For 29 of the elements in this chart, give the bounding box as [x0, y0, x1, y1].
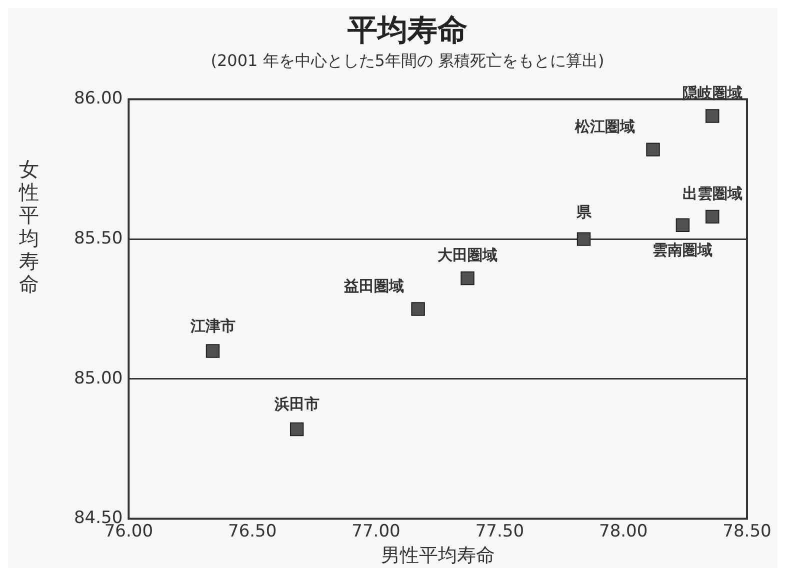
annotation: 大田圏域: [438, 246, 498, 264]
annotation: 雲南圏域: [652, 240, 713, 259]
annotation: 松江圏域: [574, 117, 636, 136]
annotation: 浜田市: [273, 395, 320, 414]
y-tick-label: 85.50: [74, 228, 123, 248]
point: [206, 344, 220, 358]
y-axis-title: 女性平均寿命: [18, 157, 40, 296]
point: [676, 218, 690, 232]
y-tick-label: 86.00: [74, 88, 123, 109]
x-tick-label: 78.50: [722, 521, 772, 542]
point: [460, 271, 474, 286]
point: [706, 210, 720, 224]
x-tick-label: 77.00: [352, 521, 400, 542]
annotation: 江津市: [189, 316, 236, 335]
x-tick-label: 76.50: [228, 521, 277, 542]
x-tick-label: 77.50: [475, 521, 524, 542]
point: [290, 422, 304, 436]
point: [646, 142, 660, 156]
annotation: 県: [575, 202, 592, 221]
point: [411, 302, 425, 316]
y-tick-label: 85.00: [74, 368, 123, 388]
point: [706, 109, 720, 123]
annotation: 益田圏域: [343, 276, 404, 295]
x-axis-title: 男性平均寿命: [380, 544, 495, 567]
annotation: 出雲圏域: [682, 184, 742, 203]
point: [576, 232, 591, 246]
chart-title: 平均寿命: [346, 12, 468, 48]
x-tick-label: 78.00: [599, 521, 648, 542]
chart-subtitle: (2001 年を中心とした5年間の 累積死亡をもとに算出): [210, 50, 604, 70]
